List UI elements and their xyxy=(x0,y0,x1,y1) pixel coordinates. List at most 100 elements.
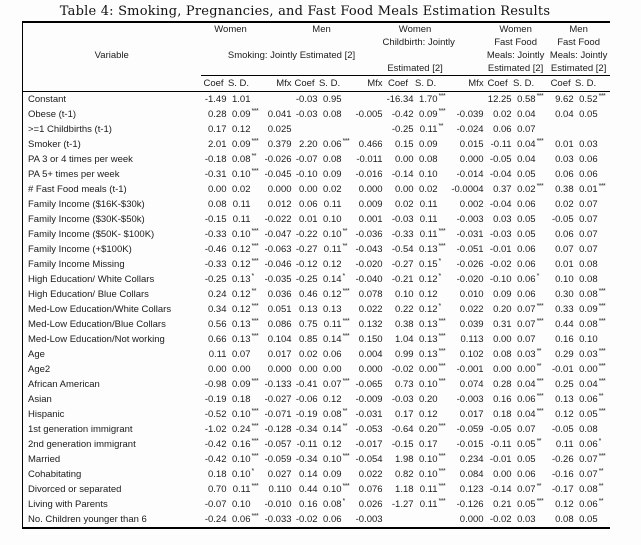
coef-cell: 0.24 xyxy=(208,289,227,300)
coef-cell: 0.00 xyxy=(208,364,227,375)
coef-cell: -0.05 xyxy=(489,424,512,435)
group-women-fastfood-line2: Fast Food xyxy=(494,37,537,48)
mfx-cell: -0.014 xyxy=(456,169,484,180)
stars-cell: *** xyxy=(342,453,350,460)
sd-cell: 0.07 xyxy=(517,304,536,315)
sd-cell: 0.06 xyxy=(517,274,536,285)
stars-cell: *** xyxy=(536,183,544,190)
sd-cell: 0.52 xyxy=(579,94,598,105)
header-spacer xyxy=(22,75,201,92)
coef-cell: -0.27 xyxy=(391,259,414,270)
sd-cell: 0.07 xyxy=(232,349,251,360)
coef-cell: 0.17 xyxy=(208,124,227,135)
table-row: Obese (t-1) 0.28 0.09 *** 0.041 -0.03 0.08 -0.0… xyxy=(23,107,610,122)
coef-cell: -0.01 xyxy=(551,364,574,375)
coef-cell: 0.00 xyxy=(299,184,318,195)
coef-cell: -0.31 xyxy=(204,169,227,180)
mfx-cell: -0.005 xyxy=(355,109,383,120)
stars-cell xyxy=(342,167,352,182)
coef-cell: 0.08 xyxy=(208,199,227,210)
stars-cell: * xyxy=(251,468,255,475)
coef-cell: 0.70 xyxy=(208,484,227,495)
coef-cell: 0.02 xyxy=(395,199,414,210)
sd-cell: 0.08 xyxy=(579,484,598,495)
sd-cell: 0.13 xyxy=(323,304,342,315)
sd-cell: 0.12 xyxy=(419,304,438,315)
mfx-cell: -0.024 xyxy=(456,124,484,135)
sd-cell: 0.07 xyxy=(579,244,598,255)
sd-cell: 0.00 xyxy=(517,364,536,375)
variable-column-header: Variable xyxy=(94,50,129,61)
sd-cell: 0.15 xyxy=(419,259,438,270)
stars-cell xyxy=(342,257,352,272)
stars-cell: *** xyxy=(342,333,350,340)
stars-cell: ** xyxy=(536,348,542,355)
coef-cell: 0.04 xyxy=(555,109,574,120)
coef-cell: 0.99 xyxy=(395,349,414,360)
stars-cell: ** xyxy=(342,228,348,235)
stars-cell xyxy=(536,197,548,212)
stars-cell: * xyxy=(438,258,442,265)
stars-cell xyxy=(342,152,352,167)
stars-cell xyxy=(598,137,610,152)
stars-cell: *** xyxy=(251,243,259,250)
variable-label: >=1 Childbirths (t-1) xyxy=(28,124,112,135)
sd-cell: 0.13 xyxy=(419,334,438,345)
sd-cell: 0.58 xyxy=(517,94,536,105)
coef-cell: -0.03 xyxy=(391,214,414,225)
coef-cell: -0.06 xyxy=(295,394,318,405)
coef-cell: 0.09 xyxy=(493,289,512,300)
sd-cell: 0.10 xyxy=(419,169,438,180)
mfx-cell: 0.017 xyxy=(459,409,484,420)
table-row: Family Income ($30K-$50k) -0.15 0.11 -0.022… xyxy=(23,212,610,227)
stars-cell xyxy=(598,167,610,182)
sd-cell: 0.07 xyxy=(517,484,536,495)
coef-cell: -0.07 xyxy=(204,499,227,510)
mfx-cell: -0.051 xyxy=(456,244,484,255)
sd-cell: 0.10 xyxy=(323,454,342,465)
mfx-cell: 0.010 xyxy=(459,289,484,300)
stars-cell: ** xyxy=(251,288,257,295)
table-row: Family Income ($50K- $100K) -0.33 0.10 *** -… xyxy=(23,227,610,242)
variable-label: Cohabitating xyxy=(28,469,82,480)
sd-cell: 0.09 xyxy=(232,139,251,150)
coef-cell: -0.18 xyxy=(204,154,227,165)
sd-cell: 0.08 xyxy=(323,109,342,120)
mfx-cell: -0.065 xyxy=(355,379,383,390)
mfx-cell: 0.102 xyxy=(459,349,484,360)
coef-cell: -0.10 xyxy=(295,169,318,180)
sd-cell: 0.11 xyxy=(232,199,251,210)
stars-cell xyxy=(536,422,548,437)
coef-cell: 0.03 xyxy=(493,214,512,225)
coef-cell: -0.15 xyxy=(391,439,414,450)
sd-cell: 0.06 xyxy=(517,244,536,255)
sd-cell xyxy=(318,122,342,137)
coef-cell: 0.12 xyxy=(555,499,574,510)
sd-cell: 0.13 xyxy=(419,244,438,255)
mfx-cell: -0.003 xyxy=(456,214,484,225)
sd-cell: 0.14 xyxy=(323,424,342,435)
coef-cell: 2.01 xyxy=(208,139,227,150)
stars-cell xyxy=(536,332,548,347)
stars-cell: ** xyxy=(342,243,348,250)
mfx-cell: -0.020 xyxy=(355,259,383,270)
coef-cell: 0.20 xyxy=(493,304,512,315)
sd-cell: 0.12 xyxy=(323,259,342,270)
table-row: High Education/ Blue Collars 0.24 0.12 ** 0.… xyxy=(23,287,610,302)
sd-cell: 0.18 xyxy=(232,394,251,405)
sd-cell: 0.05 xyxy=(517,439,536,450)
stars-cell: *** xyxy=(598,378,606,385)
coef-cell: -0.04 xyxy=(489,199,512,210)
sd-cell: 0.12 xyxy=(232,244,251,255)
sd-cell: 0.08 xyxy=(232,154,251,165)
stars-cell: ** xyxy=(342,408,348,415)
mfx-cell: 0.017 xyxy=(267,349,292,360)
stars-cell xyxy=(536,107,548,122)
coef-cell: 1.98 xyxy=(395,454,414,465)
sd-cell: 0.11 xyxy=(419,199,438,210)
coef-cell: 0.18 xyxy=(208,469,227,480)
coef-cell: -0.24 xyxy=(204,514,227,525)
stars-cell xyxy=(342,437,352,452)
coef-cell: -0.42 xyxy=(204,454,227,465)
mfx-cell: -0.047 xyxy=(264,229,292,240)
